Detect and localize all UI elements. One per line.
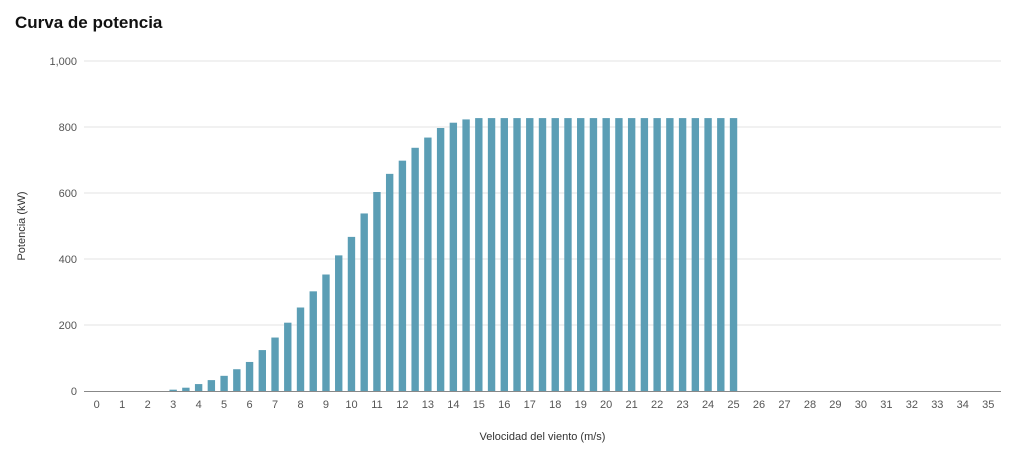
bar bbox=[258, 350, 266, 391]
bar bbox=[424, 137, 432, 391]
x-tick-label: 23 bbox=[676, 399, 688, 411]
bar bbox=[602, 118, 610, 391]
x-tick-label: 10 bbox=[345, 399, 357, 411]
bar bbox=[666, 118, 674, 391]
x-tick-label: 25 bbox=[727, 399, 739, 411]
bar bbox=[487, 118, 496, 391]
x-tick-label: 24 bbox=[702, 399, 714, 411]
bar bbox=[551, 118, 559, 391]
bar bbox=[194, 384, 203, 391]
x-tick-label: 22 bbox=[651, 399, 663, 411]
bar bbox=[322, 274, 330, 391]
bar bbox=[449, 122, 458, 392]
bar bbox=[704, 118, 712, 391]
bar bbox=[475, 118, 483, 391]
x-tick-label: 32 bbox=[906, 399, 918, 411]
chart-title: Curva de potencia bbox=[15, 13, 163, 32]
y-axis-label: Potencia (kW) bbox=[16, 191, 28, 260]
x-tick-label: 14 bbox=[447, 399, 459, 411]
bar bbox=[233, 369, 241, 391]
x-tick-label: 34 bbox=[957, 399, 969, 411]
bar bbox=[284, 322, 292, 391]
bar bbox=[373, 192, 381, 391]
x-tick-label: 33 bbox=[931, 399, 943, 411]
bar bbox=[538, 118, 547, 391]
bar bbox=[182, 387, 190, 391]
x-tick-label: 21 bbox=[626, 399, 638, 411]
bar bbox=[717, 118, 725, 391]
bar bbox=[462, 119, 470, 391]
bar bbox=[513, 118, 521, 391]
bar bbox=[347, 236, 356, 391]
x-tick-label: 27 bbox=[778, 399, 790, 411]
x-tick-label: 16 bbox=[498, 399, 510, 411]
bar bbox=[220, 375, 228, 391]
bar bbox=[411, 147, 419, 391]
bar bbox=[398, 160, 407, 391]
bar bbox=[360, 213, 368, 391]
x-axis-ticks: 0 1 2 3 4 5 6 7 8 9 10 11 12 13 14 15 16 17 18 19 20 21 22 23 24… bbox=[94, 399, 995, 411]
x-tick-label: 9 bbox=[323, 399, 329, 411]
x-tick-label: 7 bbox=[272, 399, 278, 411]
bars bbox=[169, 118, 738, 392]
x-axis-label: Velocidad del viento (m/s) bbox=[480, 431, 606, 443]
bar bbox=[309, 291, 317, 391]
y-tick-label: 800 bbox=[59, 122, 77, 134]
bar bbox=[729, 118, 738, 391]
bar bbox=[564, 118, 572, 391]
bar bbox=[500, 118, 508, 391]
x-tick-label: 20 bbox=[600, 399, 612, 411]
bar bbox=[653, 118, 661, 391]
x-tick-label: 5 bbox=[221, 399, 227, 411]
bar bbox=[640, 118, 649, 391]
bar bbox=[271, 337, 279, 391]
bar bbox=[335, 255, 343, 391]
x-tick-label: 6 bbox=[247, 399, 253, 411]
x-tick-label: 2 bbox=[145, 399, 151, 411]
bar bbox=[436, 127, 445, 392]
bar bbox=[526, 118, 534, 391]
bar bbox=[678, 118, 687, 391]
x-tick-label: 3 bbox=[170, 399, 176, 411]
x-tick-label: 8 bbox=[297, 399, 303, 411]
x-tick-label: 17 bbox=[524, 399, 536, 411]
y-axis-ticks: 0 200 400 600 800 1,000 bbox=[49, 56, 77, 398]
x-tick-label: 13 bbox=[422, 399, 434, 411]
y-tick-label: 0 bbox=[71, 386, 77, 398]
x-tick-label: 19 bbox=[575, 399, 587, 411]
x-tick-label: 0 bbox=[94, 399, 100, 411]
x-tick-label: 18 bbox=[549, 399, 561, 411]
x-tick-label: 29 bbox=[829, 399, 841, 411]
bar bbox=[615, 118, 623, 391]
bar bbox=[385, 173, 394, 391]
y-tick-label: 200 bbox=[59, 320, 77, 332]
x-tick-label: 15 bbox=[473, 399, 485, 411]
x-tick-label: 12 bbox=[396, 399, 408, 411]
x-tick-label: 1 bbox=[119, 399, 125, 411]
bar bbox=[169, 389, 177, 391]
x-tick-label: 30 bbox=[855, 399, 867, 411]
x-tick-label: 11 bbox=[371, 399, 382, 411]
bar bbox=[577, 118, 585, 391]
y-tick-label: 400 bbox=[59, 254, 77, 266]
bar bbox=[691, 118, 700, 391]
y-tick-label: 600 bbox=[59, 188, 77, 200]
x-tick-label: 4 bbox=[196, 399, 202, 411]
x-tick-label: 35 bbox=[982, 399, 994, 411]
x-tick-label: 31 bbox=[880, 399, 892, 411]
bar bbox=[627, 118, 636, 391]
x-tick-label: 26 bbox=[753, 399, 765, 411]
bar bbox=[589, 118, 598, 391]
x-tick-label: 28 bbox=[804, 399, 816, 411]
bar bbox=[207, 380, 216, 391]
bar bbox=[245, 361, 254, 391]
y-tick-label: 1,000 bbox=[49, 56, 77, 68]
bar bbox=[296, 307, 305, 391]
